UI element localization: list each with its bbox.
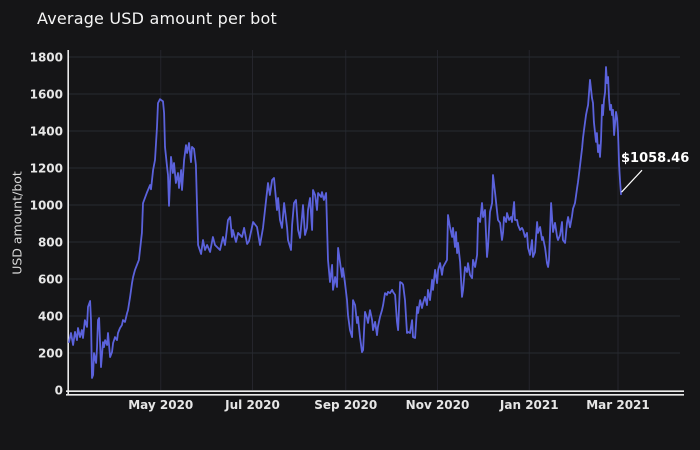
x-tick-label: Nov 2020	[406, 398, 470, 412]
x-tick-label: Mar 2021	[586, 398, 650, 412]
y-tick-label: 1200	[30, 162, 63, 176]
series-line	[68, 66, 622, 379]
last-value-annotation: $1058.46	[621, 151, 690, 166]
y-tick-label: 200	[38, 347, 63, 361]
x-tick-label: Sep 2020	[314, 398, 377, 412]
y-tick-label: 0	[55, 384, 63, 398]
y-tick-label: 400	[38, 310, 63, 324]
y-tick-label: 600	[38, 273, 63, 287]
x-tick-label: Jan 2021	[499, 398, 559, 412]
annotation-pointer-line	[621, 169, 643, 193]
y-tick-label: 1000	[30, 199, 63, 213]
x-tick-label: May 2020	[128, 398, 193, 412]
y-tick-label: 1400	[30, 125, 63, 139]
x-tick-label: Jul 2020	[224, 398, 280, 412]
y-tick-label: 1800	[30, 51, 63, 65]
chart-title: Average USD amount per bot	[37, 9, 277, 28]
y-tick-label: 800	[38, 236, 63, 250]
y-tick-label: 1600	[30, 88, 63, 102]
